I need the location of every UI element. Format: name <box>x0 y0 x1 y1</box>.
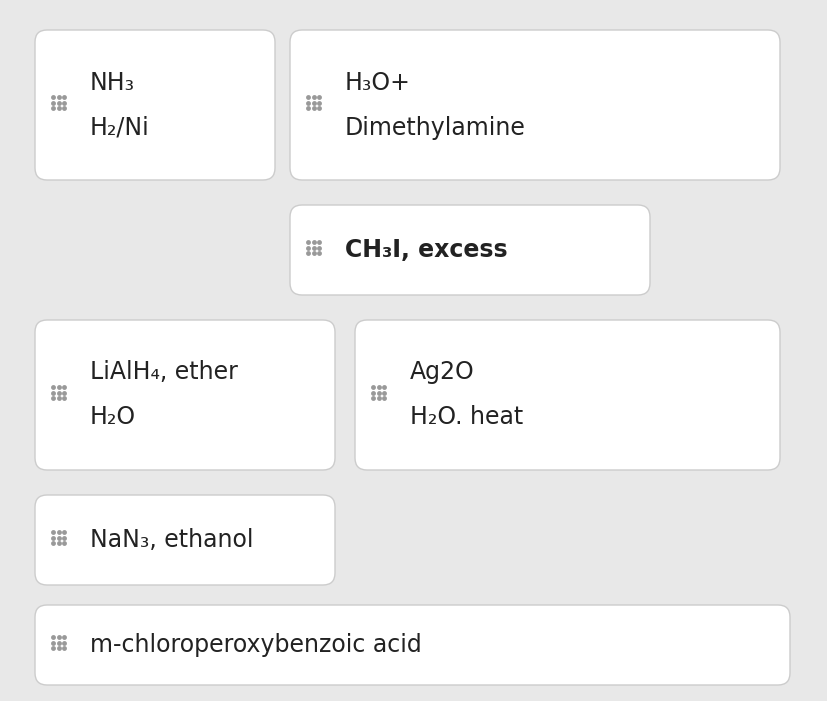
FancyBboxPatch shape <box>355 320 779 470</box>
FancyBboxPatch shape <box>35 320 335 470</box>
Text: m-chloroperoxybenzoic acid: m-chloroperoxybenzoic acid <box>90 633 421 657</box>
Text: Ag2O: Ag2O <box>409 360 474 385</box>
Text: NH₃: NH₃ <box>90 71 135 95</box>
Text: NaN₃, ethanol: NaN₃, ethanol <box>90 528 253 552</box>
Text: H₂O. heat: H₂O. heat <box>409 405 523 430</box>
Text: CH₃I, excess: CH₃I, excess <box>345 238 507 262</box>
FancyBboxPatch shape <box>289 30 779 180</box>
FancyBboxPatch shape <box>35 605 789 685</box>
Text: H₃O+: H₃O+ <box>345 71 410 95</box>
Text: LiAlH₄, ether: LiAlH₄, ether <box>90 360 237 385</box>
FancyBboxPatch shape <box>35 30 275 180</box>
Text: Dimethylamine: Dimethylamine <box>345 116 525 139</box>
Text: H₂O: H₂O <box>90 405 136 430</box>
FancyBboxPatch shape <box>35 495 335 585</box>
FancyBboxPatch shape <box>289 205 649 295</box>
Text: H₂/Ni: H₂/Ni <box>90 116 150 139</box>
